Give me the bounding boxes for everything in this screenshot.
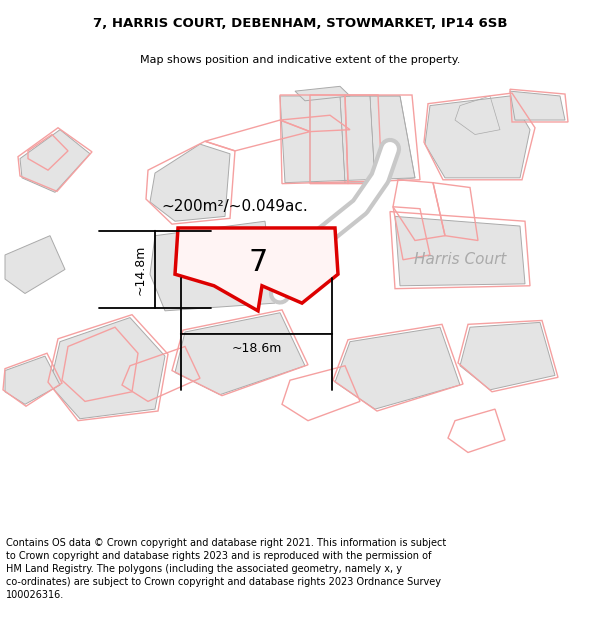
Text: ~200m²/~0.049ac.: ~200m²/~0.049ac. xyxy=(161,199,308,214)
Polygon shape xyxy=(295,86,350,101)
Polygon shape xyxy=(5,356,60,404)
Polygon shape xyxy=(510,91,565,120)
Text: Map shows position and indicative extent of the property.: Map shows position and indicative extent… xyxy=(140,54,460,64)
Polygon shape xyxy=(395,216,525,286)
Polygon shape xyxy=(425,96,530,178)
Polygon shape xyxy=(50,318,165,419)
Polygon shape xyxy=(5,236,65,294)
Polygon shape xyxy=(150,144,230,221)
Polygon shape xyxy=(335,328,460,409)
Polygon shape xyxy=(460,322,555,390)
Text: ~18.6m: ~18.6m xyxy=(232,342,281,354)
Polygon shape xyxy=(20,129,90,192)
Text: 7: 7 xyxy=(248,248,268,277)
Text: 7, HARRIS COURT, DEBENHAM, STOWMARKET, IP14 6SB: 7, HARRIS COURT, DEBENHAM, STOWMARKET, I… xyxy=(93,17,507,30)
Text: Contains OS data © Crown copyright and database right 2021. This information is : Contains OS data © Crown copyright and d… xyxy=(6,538,446,600)
Text: Harris Court: Harris Court xyxy=(414,253,506,268)
Polygon shape xyxy=(175,312,305,394)
Polygon shape xyxy=(280,96,415,182)
Polygon shape xyxy=(150,221,275,311)
Text: ~14.8m: ~14.8m xyxy=(134,244,147,294)
Polygon shape xyxy=(175,228,338,311)
